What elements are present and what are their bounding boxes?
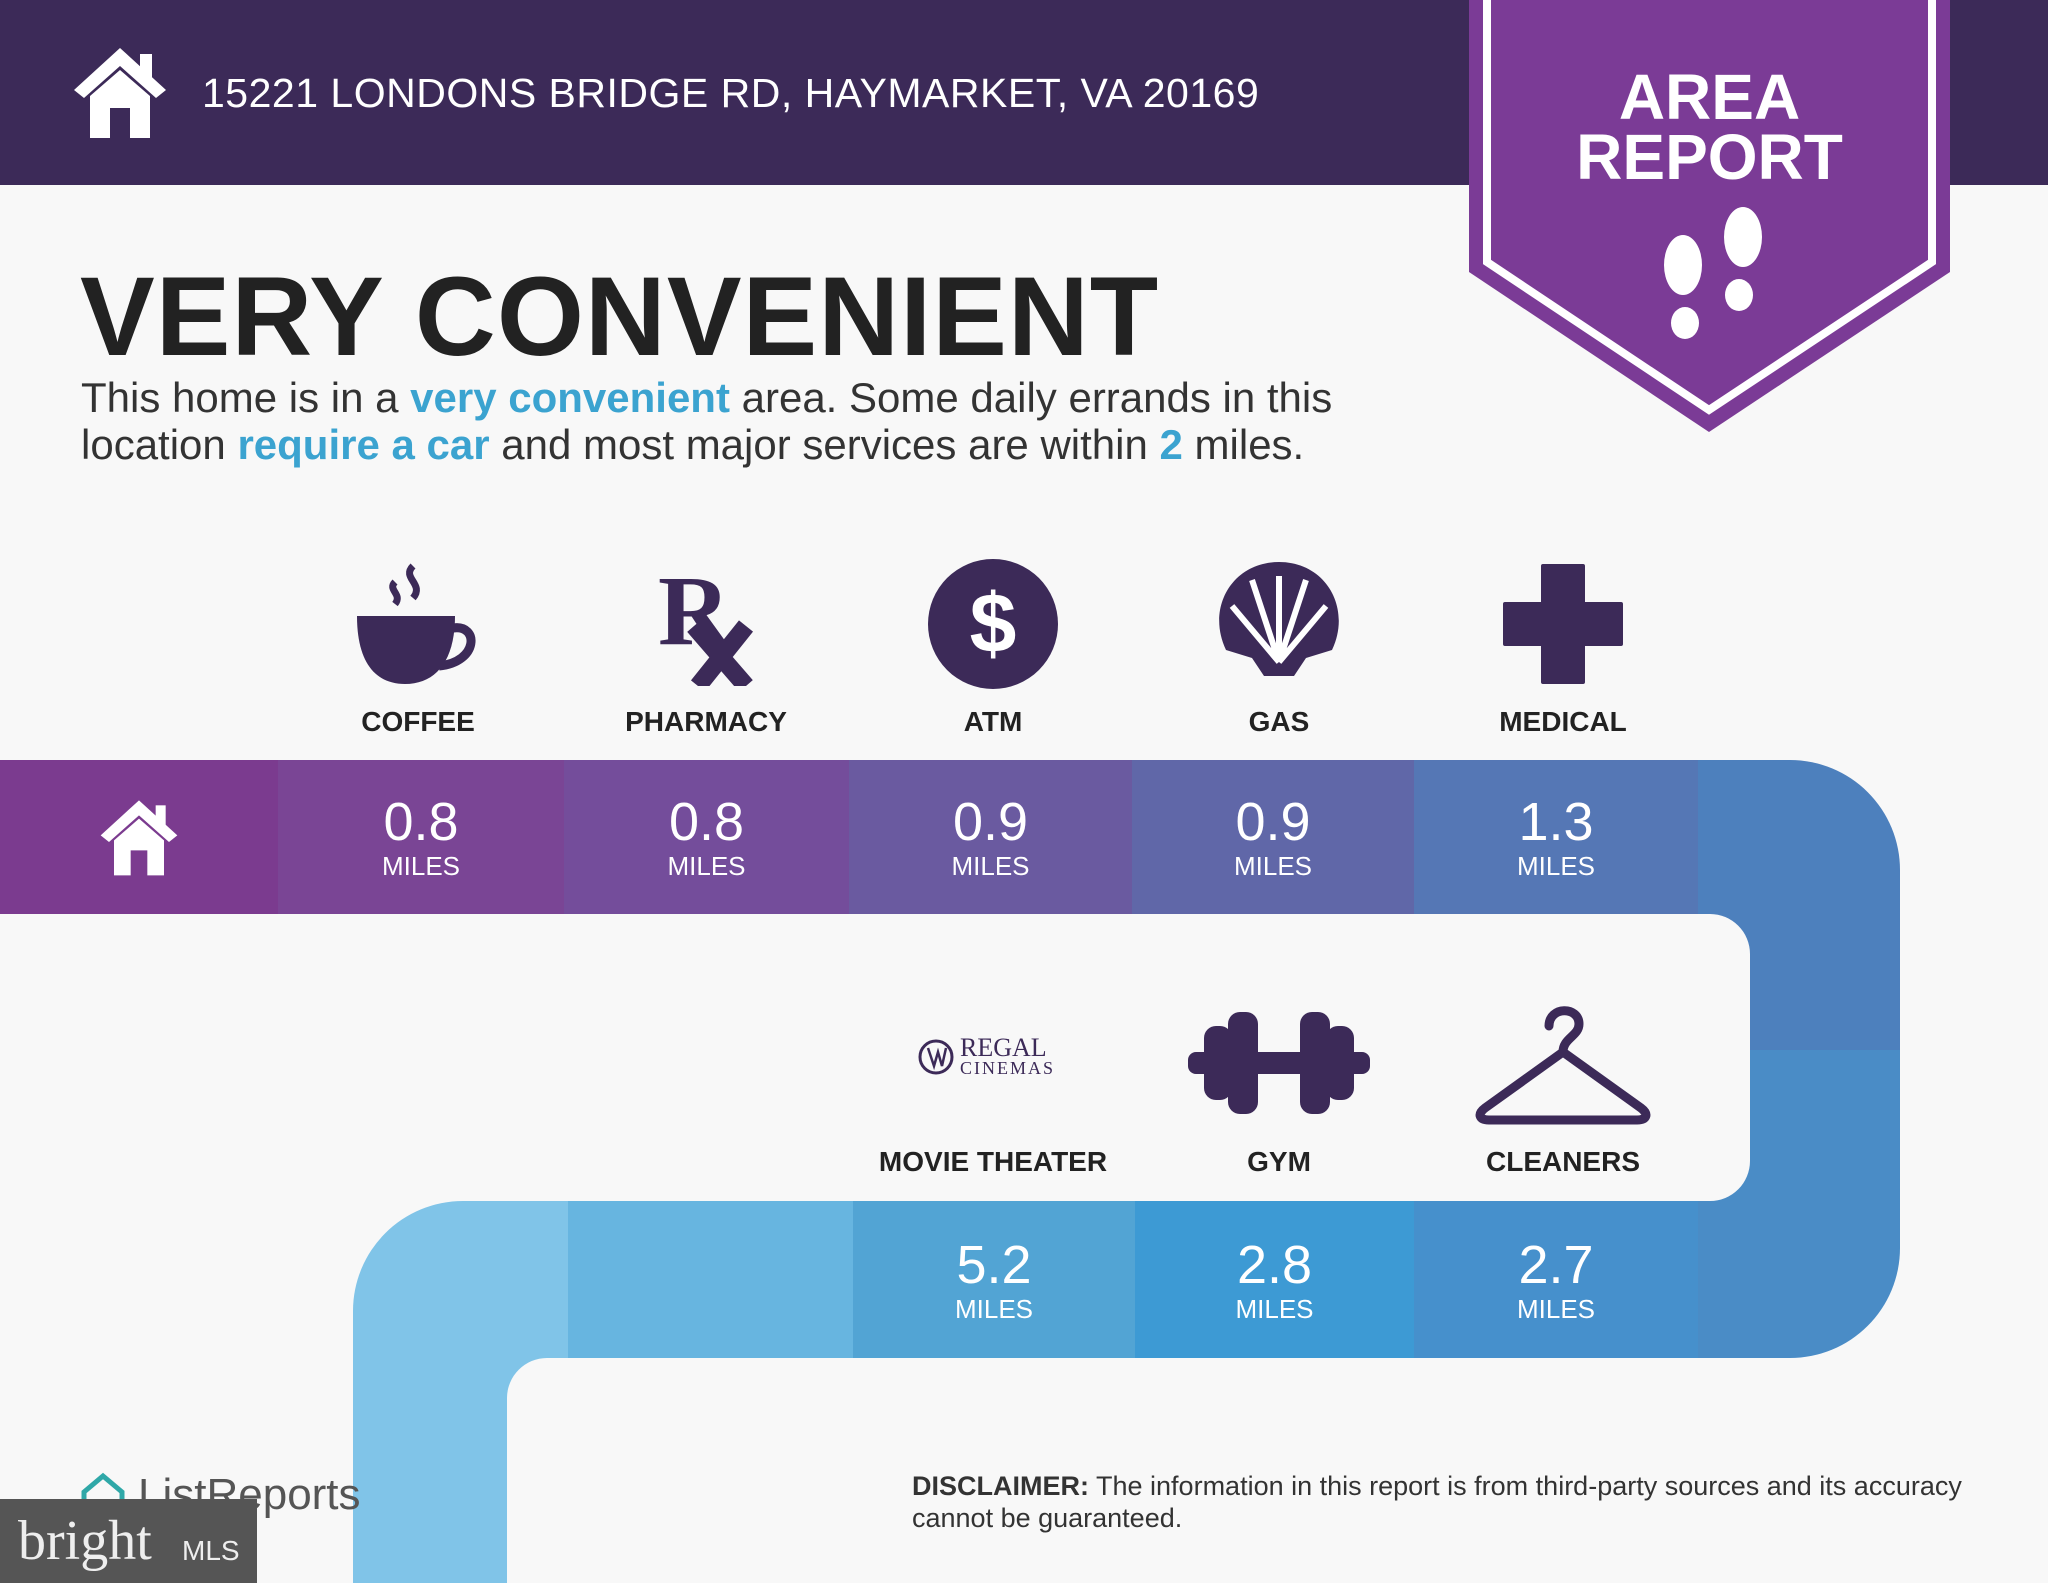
house-icon bbox=[100, 800, 178, 876]
disclaimer: DISCLAIMER: The information in this repo… bbox=[912, 1471, 1962, 1533]
distance-value: 0.9 bbox=[952, 792, 1029, 852]
footprints-icon bbox=[1664, 207, 1762, 339]
distance-unit: MILES bbox=[951, 851, 1030, 881]
distance-unit: MILES bbox=[1235, 1293, 1314, 1324]
distance-cleaners: 2.7 MILES bbox=[1414, 1201, 1698, 1358]
distance-unit: MILES bbox=[1516, 851, 1596, 881]
shell-icon bbox=[1219, 562, 1339, 676]
label-pharmacy: PHARMACY bbox=[625, 706, 787, 737]
bright-mls-watermark: bright MLS bbox=[0, 1499, 257, 1583]
svg-text:CINEMAS: CINEMAS bbox=[960, 1058, 1055, 1078]
label-atm: ATM bbox=[963, 706, 1023, 737]
home-cell bbox=[0, 760, 278, 914]
distance-pharmacy: 0.8 MILES bbox=[564, 760, 849, 914]
rx-icon: R bbox=[658, 562, 754, 686]
route-segment bbox=[568, 1201, 853, 1358]
distance-value: 2.8 bbox=[1236, 1234, 1313, 1295]
medical-cross-icon bbox=[1503, 564, 1623, 684]
description-line1: This home is in a very convenient area. … bbox=[81, 374, 1333, 421]
distance-value: 5.2 bbox=[956, 1234, 1032, 1295]
distance-value: 2.7 bbox=[1518, 1234, 1594, 1295]
property-address: 15221 LONDONS BRIDGE RD, HAYMARKET, VA 2… bbox=[202, 70, 1260, 116]
distance-gas: 0.9 MILES bbox=[1132, 760, 1414, 914]
route-inner-space bbox=[0, 914, 1750, 1201]
distance-atm: 0.9 MILES bbox=[849, 760, 1132, 914]
coffee-cup-icon bbox=[357, 563, 476, 684]
distance-value: 0.8 bbox=[668, 792, 745, 852]
label-coffee: COFFEE bbox=[361, 706, 475, 737]
distance-coffee: 0.8 MILES bbox=[278, 760, 564, 914]
description-line2: location require a car and most major se… bbox=[81, 421, 1305, 468]
distance-unit: MILES bbox=[1516, 1293, 1596, 1324]
badge-line2: REPORT bbox=[1576, 121, 1843, 193]
distance-value: 0.8 bbox=[383, 792, 459, 852]
distance-gym: 2.8 MILES bbox=[1135, 1201, 1414, 1358]
distance-unit: MILES bbox=[954, 1293, 1034, 1324]
house-icon bbox=[74, 48, 166, 138]
dollar-icon: $ bbox=[928, 559, 1058, 689]
regal-cinemas-logo: REGAL CINEMAS bbox=[918, 1034, 1055, 1078]
label-medical: MEDICAL bbox=[1499, 706, 1627, 737]
label-gym: GYM bbox=[1247, 1146, 1311, 1177]
label-movie-theater: MOVIE THEATER bbox=[878, 1146, 1108, 1177]
svg-text:REGAL: REGAL bbox=[960, 1034, 1047, 1062]
label-gas: GAS bbox=[1248, 706, 1310, 737]
headline: VERY CONVENIENT bbox=[80, 254, 1160, 379]
distance-value: 1.3 bbox=[1518, 792, 1594, 852]
distance-unit: MILES bbox=[667, 851, 746, 881]
distance-medical: 1.3 MILES bbox=[1414, 760, 1698, 914]
hanger-icon bbox=[1475, 1006, 1651, 1125]
area-report-badge bbox=[1469, 0, 1950, 432]
distance-value: 0.9 bbox=[1235, 792, 1311, 852]
distance-unit: MILES bbox=[381, 851, 461, 881]
badge-line1: AREA bbox=[1618, 61, 1801, 133]
label-cleaners: CLEANERS bbox=[1485, 1146, 1641, 1177]
route-inner-space bbox=[507, 1358, 2048, 1583]
dumbbell-icon bbox=[1188, 1012, 1370, 1114]
svg-text:$: $ bbox=[970, 576, 1017, 670]
distance-unit: MILES bbox=[1233, 851, 1313, 881]
distance-movie-theater: 5.2 MILES bbox=[853, 1201, 1135, 1358]
